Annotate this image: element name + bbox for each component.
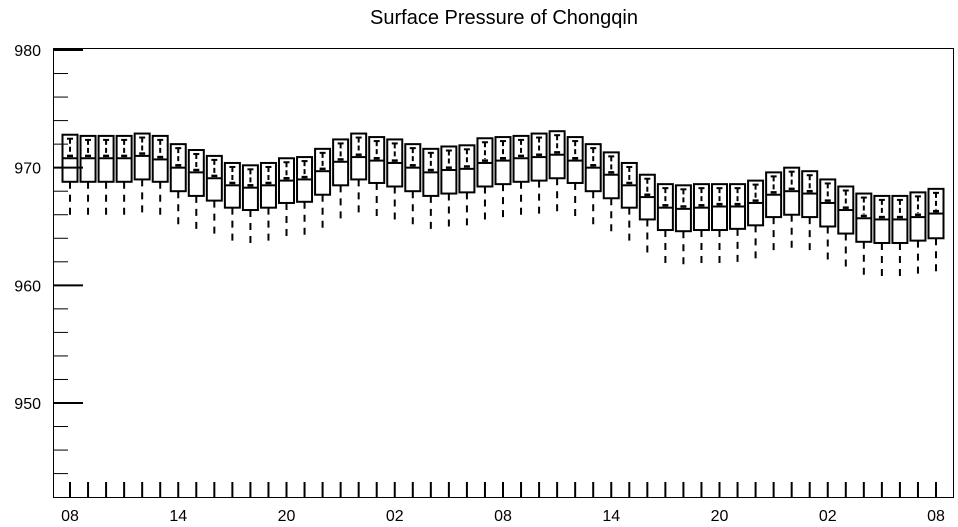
box-mark <box>837 185 855 269</box>
x-tick-label: 08 <box>494 508 512 525</box>
y-axis: 950 960 970 980 <box>14 43 83 475</box>
box-mark <box>548 130 566 215</box>
box-mark <box>584 143 602 227</box>
x-tick-label: 02 <box>819 508 837 525</box>
x-tick-label: 14 <box>169 508 187 525</box>
box-mark <box>350 132 368 216</box>
box-mark <box>223 161 241 245</box>
box-mark <box>205 154 223 239</box>
box-mark <box>79 134 97 218</box>
box-mark <box>332 138 350 222</box>
box-mark <box>476 137 494 223</box>
box-mark <box>801 170 819 254</box>
box-mark <box>458 144 476 229</box>
box-mark <box>115 134 133 219</box>
plot-area <box>53 48 954 498</box>
box-mark <box>819 178 837 260</box>
box-mark <box>692 183 710 267</box>
box-mark <box>873 194 891 279</box>
y-tick-label: 960 <box>14 278 41 295</box>
box-mark <box>151 134 169 220</box>
box-mark <box>404 143 422 227</box>
box-mark <box>368 136 386 220</box>
box-mark <box>61 133 79 218</box>
x-tick-label: 14 <box>602 508 620 525</box>
box-mark <box>314 147 332 232</box>
x-axis: 08 14 20 02 08 14 20 02 08 <box>61 482 945 525</box>
box-mark <box>855 192 873 278</box>
y-tick-label: 970 <box>14 161 41 178</box>
box-mark <box>296 156 314 239</box>
box-mark <box>169 143 187 227</box>
box-mark <box>783 166 801 252</box>
box-series <box>61 130 945 279</box>
box-mark <box>909 191 927 276</box>
box-mark <box>602 151 620 234</box>
y-tick-label: 950 <box>14 396 41 413</box>
box-mark <box>747 179 765 261</box>
box-mark <box>891 194 909 279</box>
box-mark <box>638 173 656 256</box>
box-mark <box>187 149 205 233</box>
box-mark <box>278 157 295 240</box>
box-mark <box>422 147 440 233</box>
x-tick-label: 02 <box>386 508 404 525</box>
box-mark <box>259 161 277 245</box>
x-tick-label: 08 <box>927 508 945 525</box>
plot-frame <box>53 48 954 498</box>
box-mark <box>440 145 458 231</box>
box-mark <box>729 183 747 265</box>
box-mark <box>765 171 783 254</box>
box-mark <box>97 134 115 219</box>
box-mark <box>711 183 728 266</box>
box-mark <box>656 183 674 267</box>
box-mark <box>494 136 512 221</box>
box-mark <box>566 136 584 220</box>
y-tick-label: 980 <box>14 43 41 60</box>
box-mark <box>133 132 151 218</box>
x-tick-label: 08 <box>61 508 79 525</box>
box-mark <box>386 138 404 222</box>
x-tick-label: 20 <box>278 508 296 525</box>
box-mark <box>241 164 259 247</box>
box-mark <box>512 134 530 218</box>
chart-title: Surface Pressure of Chongqin <box>370 7 638 29</box>
box-mark <box>530 132 548 216</box>
x-tick-label: 20 <box>711 508 729 525</box>
box-mark <box>620 161 638 245</box>
box-mark <box>927 187 945 274</box>
box-mark <box>674 184 692 268</box>
